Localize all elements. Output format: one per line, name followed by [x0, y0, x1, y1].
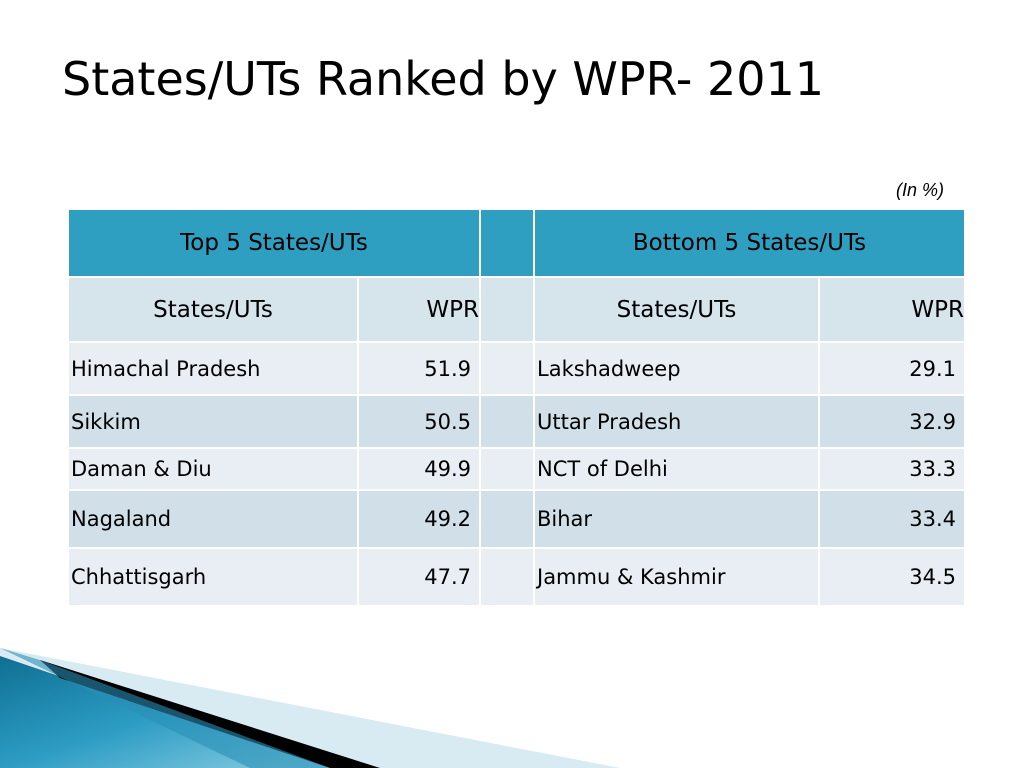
column-header-row: States/UTs WPR States/UTs WPR [67, 276, 967, 343]
spacer-cell [479, 547, 535, 607]
bottom-state-wpr: 33.4 [817, 489, 967, 549]
top5-header: Top 5 States/UTs [67, 208, 481, 278]
corner-decoration [0, 648, 620, 768]
col-header-state-bottom: States/UTs [533, 276, 820, 343]
bottom-state-name: Uttar Pradesh [533, 394, 820, 449]
top-state-wpr: 49.9 [357, 447, 481, 491]
slide-title: States/UTs Ranked by WPR- 2011 [62, 52, 825, 106]
spacer-cell [479, 341, 535, 396]
top-state-wpr: 49.2 [357, 489, 481, 549]
bottom-state-name: Lakshadweep [533, 341, 820, 396]
table-row: Himachal Pradesh 51.9 Lakshadweep 29.1 [67, 341, 967, 396]
top-state-name: Himachal Pradesh [67, 341, 359, 396]
bottom5-header: Bottom 5 States/UTs [532, 208, 967, 278]
bottom-state-name: Jammu & Kashmir [533, 547, 820, 607]
spacer-cell [479, 489, 535, 549]
table-row: Chhattisgarh 47.7 Jammu & Kashmir 34.5 [67, 547, 967, 607]
table-row: Daman & Diu 49.9 NCT of Delhi 33.3 [67, 447, 967, 491]
table-row: Nagaland 49.2 Bihar 33.4 [67, 489, 967, 549]
bottom-state-name: NCT of Delhi [533, 447, 820, 491]
bottom-state-wpr: 32.9 [817, 394, 967, 449]
bottom-state-wpr: 33.3 [817, 447, 967, 491]
table-row: Sikkim 50.5 Uttar Pradesh 32.9 [67, 394, 967, 449]
top-state-wpr: 51.9 [357, 341, 481, 396]
bottom-state-name: Bihar [533, 489, 820, 549]
col-header-wpr-bottom: WPR [817, 276, 967, 343]
top-state-wpr: 47.7 [357, 547, 481, 607]
unit-note: (In %) [895, 180, 944, 200]
top-state-name: Daman & Diu [67, 447, 359, 491]
spacer-cell [479, 208, 535, 278]
group-header-row: Top 5 States/UTs Bottom 5 States/UTs [67, 208, 967, 278]
top-state-name: Chhattisgarh [67, 547, 359, 607]
top-state-name: Nagaland [67, 489, 359, 549]
spacer-cell [479, 447, 535, 491]
bottom-state-wpr: 34.5 [817, 547, 967, 607]
col-header-wpr-top: WPR [357, 276, 481, 343]
wpr-ranking-table: Top 5 States/UTs Bottom 5 States/UTs Sta… [67, 208, 967, 607]
top-state-name: Sikkim [67, 394, 359, 449]
top-state-wpr: 50.5 [357, 394, 481, 449]
spacer-cell [479, 276, 535, 343]
spacer-cell [479, 394, 535, 449]
bottom-state-wpr: 29.1 [817, 341, 967, 396]
col-header-state-top: States/UTs [67, 276, 359, 343]
